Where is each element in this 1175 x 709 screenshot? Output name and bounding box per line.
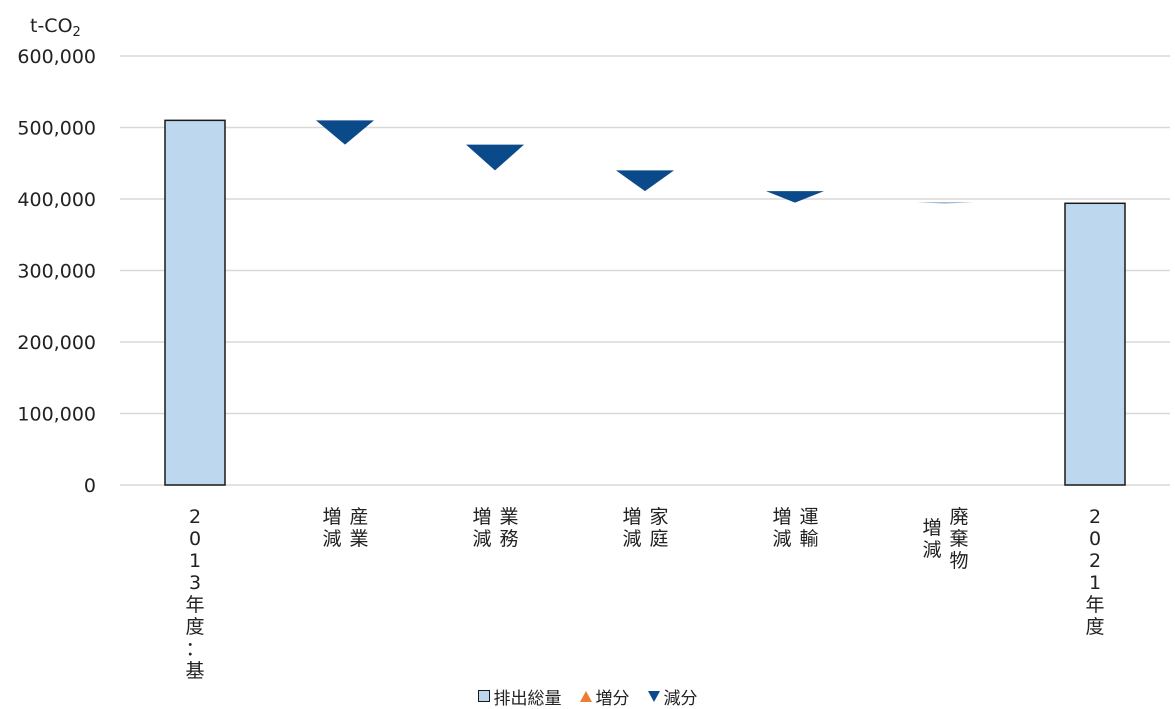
decrease-marker [466, 145, 524, 171]
x-tick-label-right: 廃棄物 [949, 506, 968, 572]
y-tick-label: 400,000 [17, 189, 96, 211]
decrease-marker [916, 203, 974, 204]
y-unit-label: t-CO2 [30, 15, 81, 40]
legend-label-total: 排出総量 [494, 684, 562, 709]
bar-total [1065, 203, 1125, 485]
decrease-marker [316, 120, 374, 144]
legend-item-increase: 増分 [580, 684, 630, 709]
legend: 排出総量 増分 減分 [0, 683, 1175, 709]
decrease-marker [766, 191, 824, 202]
x-tick-label-right: 運輸 [799, 506, 818, 550]
y-tick-label: 300,000 [17, 261, 96, 283]
legend-swatch-decrease [648, 691, 660, 702]
gridlines [120, 56, 1170, 485]
legend-item-decrease: 減分 [648, 684, 698, 709]
x-tick-label-left: 増減 [772, 506, 791, 550]
y-tick-label: 100,000 [17, 404, 96, 426]
x-tick-label: 2 0 2 1 年度 [1085, 506, 1104, 638]
y-tick-label: 500,000 [17, 118, 96, 140]
bars [165, 120, 1125, 485]
x-tick-label-left: 増減 [922, 517, 941, 561]
legend-label-increase: 増分 [596, 684, 630, 709]
x-tick-label-left: 増減 [472, 506, 491, 550]
x-tick-label-right: 家庭 [649, 506, 668, 550]
legend-label-decrease: 減分 [664, 684, 698, 709]
bar-total [165, 120, 225, 485]
decrease-marker [616, 170, 674, 191]
y-axis: 0 100,000 200,000 300,000 400,000 500,000 600,… [17, 46, 96, 497]
x-tick-label-left: 増減 [322, 506, 341, 550]
x-tick-label-right: 産業 [349, 506, 368, 550]
y-tick-label: 600,000 [17, 46, 96, 68]
y-tick-label: 200,000 [17, 332, 96, 354]
y-tick-label: 0 [84, 475, 96, 497]
waterfall-chart: 0 100,000 200,000 300,000 400,000 500,000 600,… [0, 0, 1175, 683]
x-tick-label-right: 業務 [499, 506, 518, 550]
legend-item-total: 排出総量 [478, 684, 562, 709]
legend-swatch-total [478, 690, 490, 702]
x-tick-label-left: 増減 [622, 506, 641, 550]
legend-swatch-increase [580, 691, 592, 702]
